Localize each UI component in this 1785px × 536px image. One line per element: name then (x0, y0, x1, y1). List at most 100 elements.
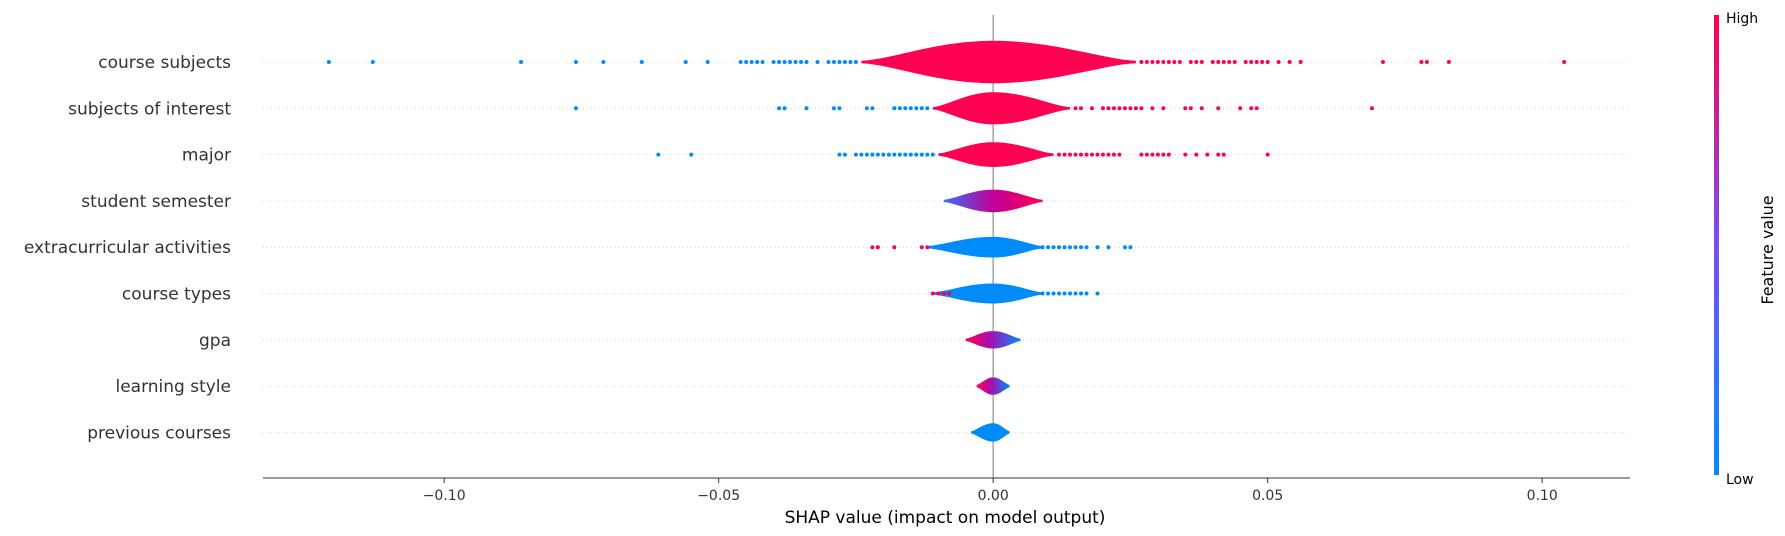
dot-low (1040, 245, 1045, 250)
dot-high (1227, 60, 1232, 64)
dot-low (1068, 245, 1073, 250)
dot-low (892, 152, 897, 157)
dot-low (908, 152, 913, 157)
dot-low (777, 60, 782, 64)
dot-low (1084, 245, 1089, 250)
dot-high (1260, 60, 1265, 64)
dot-low (755, 60, 760, 64)
colorbar: High Low Feature value (1714, 11, 1777, 488)
colorbar-gradient (1714, 15, 1719, 475)
violins (861, 40, 1136, 442)
dot-high (1210, 60, 1215, 64)
dot-low (892, 106, 897, 111)
dot-high (1057, 152, 1062, 157)
dot-high (1111, 152, 1116, 157)
dot-low (864, 106, 869, 111)
dot-low (1095, 245, 1100, 250)
dot-low (1128, 245, 1133, 250)
dot-high (1150, 60, 1155, 64)
scatter-dots (326, 60, 1567, 296)
violin-7 (976, 377, 1010, 395)
dot-low (837, 106, 842, 111)
dot-low (1079, 291, 1084, 296)
dot-high (1100, 152, 1105, 157)
dot-low (601, 60, 606, 64)
dot-high (1194, 60, 1199, 64)
dot-high (1369, 106, 1374, 111)
dot-low (831, 106, 836, 111)
violin-8 (971, 423, 1010, 442)
dot-low (837, 152, 842, 157)
dot-low (1046, 291, 1051, 296)
dot-low (903, 152, 908, 157)
dot-high (1221, 152, 1226, 157)
dot-low (689, 152, 694, 157)
dot-low (1084, 291, 1089, 296)
feature-label: extracurricular activities (24, 238, 231, 258)
dot-high (1243, 60, 1248, 64)
dot-high (1150, 106, 1155, 111)
colorbar-low-label: Low (1726, 472, 1754, 488)
dot-low (573, 60, 578, 64)
dot-high (925, 245, 930, 250)
dot-low (881, 152, 886, 157)
dot-high (1139, 152, 1144, 157)
violin-3 (943, 189, 1043, 213)
dot-low (853, 152, 858, 157)
dot-low (782, 106, 787, 111)
dot-low (903, 106, 908, 111)
dot-low (804, 106, 809, 111)
violin-0 (861, 40, 1136, 84)
dot-high (1079, 152, 1084, 157)
dot-high (1089, 106, 1094, 111)
dot-high (1089, 152, 1094, 157)
feature-labels: course subjects subjects of interest major… (24, 53, 231, 443)
dot-high (947, 291, 952, 296)
dot-high (1183, 152, 1188, 157)
dot-high (1199, 60, 1204, 64)
dot-high (1166, 60, 1171, 64)
colorbar-high-label: High (1726, 11, 1758, 27)
dot-low (1122, 245, 1127, 250)
dot-low (1057, 245, 1062, 250)
violin-1 (932, 92, 1070, 125)
dot-low (788, 60, 793, 64)
dot-low (1046, 245, 1051, 250)
dot-low (870, 152, 875, 157)
dot-high (1062, 152, 1067, 157)
dot-high (1161, 106, 1166, 111)
dot-low (1073, 245, 1078, 250)
x-tick-label: −0.10 (423, 488, 466, 504)
dot-high (1161, 60, 1166, 64)
dot-low (777, 106, 782, 111)
dot-high (1265, 152, 1270, 157)
dot-low (919, 152, 924, 157)
dot-low (919, 106, 924, 111)
dot-high (1166, 152, 1171, 157)
dot-low (738, 60, 743, 64)
dot-high (1249, 60, 1254, 64)
feature-label: course types (122, 285, 231, 305)
dot-high (941, 291, 946, 296)
dot-low (897, 152, 902, 157)
dot-low (804, 60, 809, 64)
dot-high (1139, 106, 1144, 111)
dot-low (639, 60, 644, 64)
dot-low (683, 60, 688, 64)
dot-low (326, 60, 331, 64)
dot-low (1062, 291, 1067, 296)
dot-low (1040, 291, 1045, 296)
feature-label: previous courses (87, 423, 231, 443)
violin-6 (965, 331, 1021, 349)
dot-low (782, 60, 787, 64)
dot-high (1419, 60, 1424, 64)
dot-high (1216, 106, 1221, 111)
dot-low (1079, 245, 1084, 250)
dot-low (656, 152, 661, 157)
dot-low (886, 152, 891, 157)
dot-low (837, 60, 842, 64)
dot-low (1051, 291, 1056, 296)
dot-low (864, 152, 869, 157)
dot-high (1216, 152, 1221, 157)
